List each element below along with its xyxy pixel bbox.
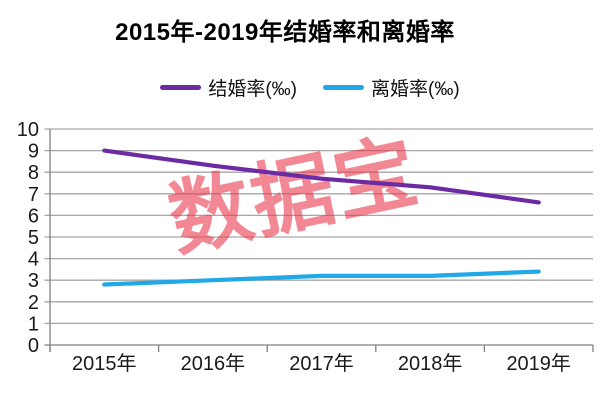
y-tick-label: 2: [28, 292, 39, 314]
y-tick-label: 10: [17, 119, 39, 141]
y-tick-label: 7: [28, 184, 39, 206]
series-lines: [102, 148, 541, 287]
x-axis-label: 2017年: [289, 352, 354, 375]
legend: 结婚率(‰) 离婚率(‰): [0, 74, 600, 101]
watermark-text: 数据宝: [161, 126, 426, 267]
y-tick-label: 0: [28, 335, 39, 357]
y-tick-label: 6: [28, 205, 39, 227]
axes: [49, 129, 594, 352]
x-axis-label: 2018年: [398, 352, 463, 375]
y-tick-label: 5: [28, 227, 39, 249]
y-tick-label: 1: [28, 313, 39, 335]
y-tick-label: 3: [28, 270, 39, 292]
y-tick-label: 8: [28, 162, 39, 184]
legend-item-divorce-rate: 离婚率(‰): [323, 74, 460, 101]
y-tick-label: 4: [28, 249, 39, 271]
legend-label-marriage-rate: 结婚率(‰): [208, 79, 297, 100]
divorce-rate-line-swatch: [323, 85, 364, 90]
series-line-divorce-rate: [102, 269, 541, 287]
x-axis-label: 2019年: [506, 352, 571, 375]
y-tick-label: 9: [28, 141, 39, 163]
x-axis-label: 2015年: [72, 352, 137, 375]
marriage-rate-line-swatch: [160, 85, 202, 90]
legend-label-divorce-rate: 离婚率(‰): [371, 79, 460, 100]
x-axis-label: 2016年: [181, 352, 246, 375]
series-line-marriage-rate: [102, 148, 541, 205]
chart-title: 2015年-2019年结婚率和离婚率: [115, 19, 455, 46]
gridlines: [44, 128, 593, 346]
legend-item-marriage-rate: 结婚率(‰): [160, 74, 297, 101]
